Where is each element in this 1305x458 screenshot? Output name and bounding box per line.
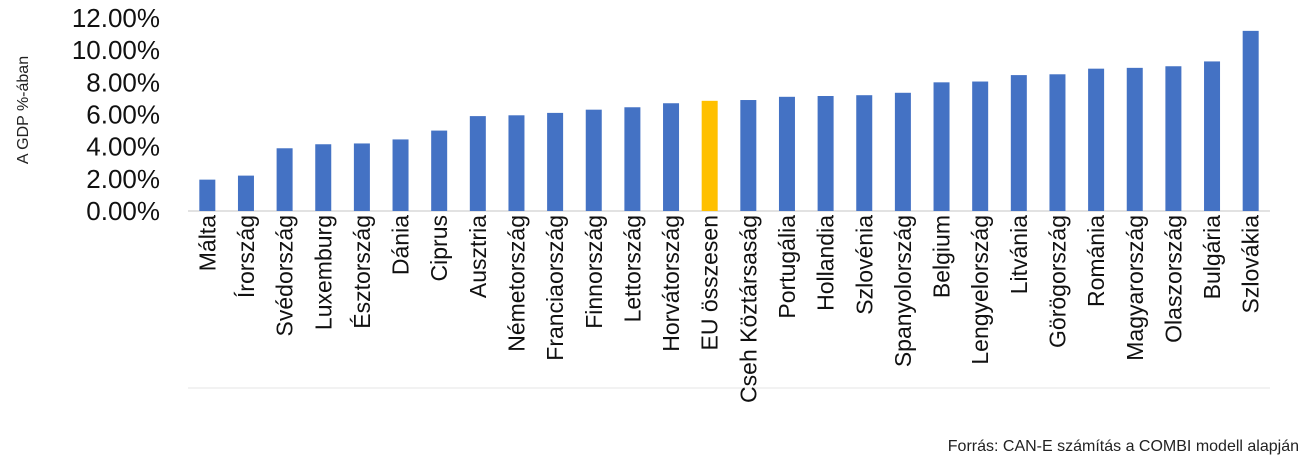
y-tick-label: 12.00% — [72, 3, 160, 33]
category-label: Horvátország — [658, 215, 684, 352]
category-label: Románia — [1083, 215, 1109, 307]
bar — [586, 110, 602, 211]
bar — [1165, 66, 1181, 211]
category-label: Lettország — [619, 215, 645, 322]
bar — [199, 180, 215, 211]
bar — [1011, 75, 1027, 211]
y-tick-label: 8.00% — [86, 67, 160, 97]
category-label: Portugália — [774, 215, 800, 319]
category-label: Szlovákia — [1238, 215, 1264, 314]
category-label: Görögország — [1044, 215, 1070, 348]
bar — [856, 95, 872, 211]
bar — [663, 103, 679, 211]
bar — [895, 93, 911, 211]
category-label: Luxemburg — [310, 215, 336, 330]
bar — [702, 101, 718, 211]
category-label: Hollandia — [813, 215, 839, 311]
category-label: Írország — [233, 215, 259, 298]
bar — [1243, 31, 1259, 211]
y-tick-label: 2.00% — [86, 164, 160, 194]
bar — [624, 107, 640, 211]
category-label: EU összesen — [697, 215, 723, 351]
bar — [1127, 68, 1143, 211]
bar — [393, 139, 409, 211]
category-label: Málta — [194, 215, 220, 271]
category-label: Franciaország — [542, 215, 568, 361]
category-label: Finnország — [581, 215, 607, 329]
bar — [934, 82, 950, 211]
category-label: Cseh Köztársaság — [735, 215, 761, 403]
category-label: Dánia — [388, 215, 414, 275]
y-axis-label: A GDP %-ában — [15, 56, 32, 164]
y-tick-label: 6.00% — [86, 100, 160, 130]
bar — [972, 82, 988, 211]
category-label: Belgium — [929, 215, 955, 298]
bar — [740, 100, 756, 211]
bar — [431, 131, 447, 211]
bar — [238, 176, 254, 211]
bar — [1049, 74, 1065, 211]
bar — [277, 148, 293, 211]
category-label: Ciprus — [426, 215, 452, 281]
y-tick-label: 10.00% — [72, 35, 160, 65]
category-label: Németország — [503, 215, 529, 352]
bar — [508, 115, 524, 211]
bar — [779, 97, 795, 211]
bar — [818, 96, 834, 211]
category-label: Észtország — [349, 215, 375, 329]
bar — [1204, 61, 1220, 211]
category-label: Litvánia — [1006, 215, 1032, 294]
category-labels: Málta Írország Svédország Luxemburg Észtorsz… — [194, 215, 1263, 403]
bar — [1088, 69, 1104, 211]
bar — [470, 116, 486, 211]
bar — [315, 144, 331, 211]
bar — [354, 143, 370, 211]
y-axis-ticks: 0.00%2.00%4.00%6.00%8.00%10.00%12.00% — [72, 3, 160, 226]
category-label: Bulgária — [1199, 215, 1225, 300]
category-label: Magyarország — [1122, 215, 1148, 361]
category-label: Lengyelország — [967, 215, 993, 365]
y-tick-label: 4.00% — [86, 132, 160, 162]
y-tick-label: 0.00% — [86, 196, 160, 226]
category-label: Olaszország — [1160, 215, 1186, 343]
bar — [547, 113, 563, 211]
category-label: Szlovénia — [851, 215, 877, 315]
source-note: Forrás: CAN-E számítás a COMBI modell al… — [948, 438, 1299, 456]
category-label: Spanyolország — [890, 215, 916, 367]
bars — [199, 31, 1258, 211]
category-label: Svédország — [272, 215, 298, 336]
category-label: Ausztria — [465, 215, 491, 298]
